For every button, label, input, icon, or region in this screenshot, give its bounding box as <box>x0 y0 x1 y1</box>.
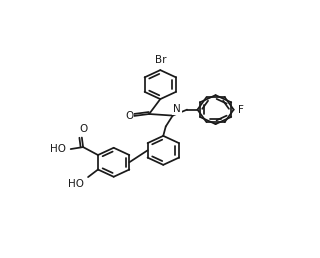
Text: O: O <box>79 124 87 134</box>
Text: HO: HO <box>68 179 84 189</box>
Text: F: F <box>238 105 244 115</box>
Text: O: O <box>125 111 133 121</box>
Text: Br: Br <box>155 55 166 65</box>
Text: HO: HO <box>50 144 66 154</box>
Text: N: N <box>173 104 181 114</box>
